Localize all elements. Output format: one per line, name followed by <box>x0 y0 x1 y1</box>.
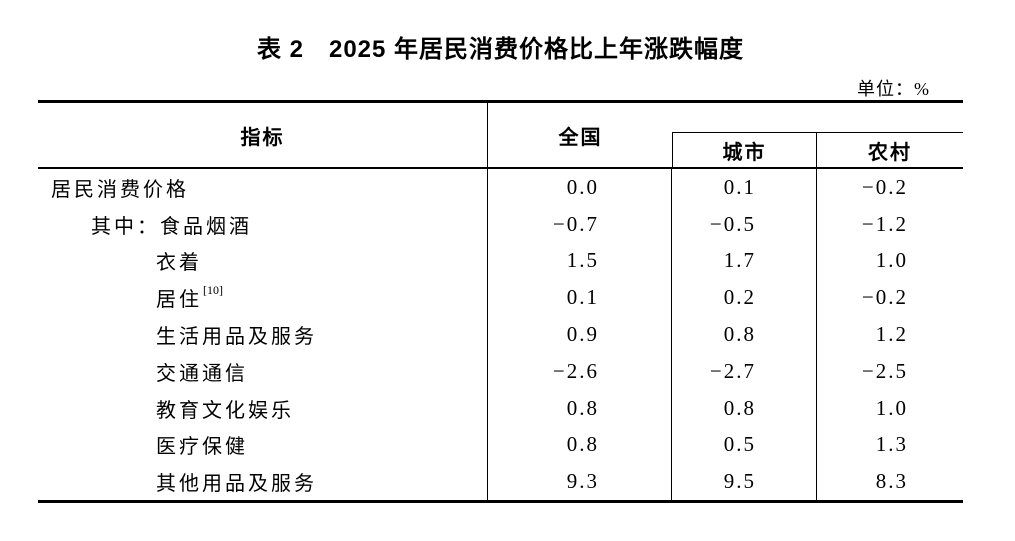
urban-value: 0.5 <box>723 432 756 457</box>
indicator-cell: 教育文化娱乐 <box>38 389 488 427</box>
indicator-label: 衣着 <box>156 252 202 275</box>
rural-value: 1.0 <box>875 395 908 420</box>
rural-value-cell: −0.2 <box>817 169 963 206</box>
rural-value: −2.5 <box>861 358 908 383</box>
indicator-label: 医疗保健 <box>156 436 248 459</box>
urban-value: −0.5 <box>709 211 756 236</box>
urban-value: 9.5 <box>723 469 756 494</box>
indicator-label: 居住 <box>156 289 202 312</box>
indicator-cell: 居民消费价格 <box>38 169 488 206</box>
rural-value: 1.0 <box>875 248 908 273</box>
national-value-cell: 0.0 <box>488 169 672 206</box>
national-value: 0.8 <box>566 395 599 420</box>
urban-value-cell: 0.8 <box>672 389 817 427</box>
table-body: 居民消费价格 0.0 0.1 −0.2 其中：食品烟酒 −0.7 −0.5 −1… <box>38 169 963 500</box>
column-header-rural: 农村 <box>868 141 912 164</box>
column-header-subgroup: 城市 农村 <box>672 132 963 167</box>
urban-value-cell: −0.5 <box>672 205 817 243</box>
cpi-table: 指标 全国 城市 农村 居民消费价格 0.0 0.1 −0.2 其中：食品烟酒 … <box>38 100 963 503</box>
rural-value-cell: 1.2 <box>817 316 963 353</box>
indicator-label: 其他用品及服务 <box>156 473 317 496</box>
rural-value: 1.2 <box>875 321 908 346</box>
urban-value: 0.2 <box>723 285 756 310</box>
indicator-cell: 其他用品及服务 <box>38 463 488 500</box>
national-value-cell: −2.6 <box>488 352 672 390</box>
urban-value-cell: 9.5 <box>672 463 817 500</box>
national-value-cell: 0.9 <box>488 316 672 353</box>
rural-value-cell: 1.0 <box>817 390 963 427</box>
urban-value-cell: 1.7 <box>672 242 817 280</box>
rural-value: −1.2 <box>861 211 908 236</box>
indicator-label: 教育文化娱乐 <box>156 399 294 422</box>
urban-value-cell: −2.7 <box>672 352 817 390</box>
column-header-indicator: 指标 <box>38 103 488 167</box>
indicator-label: 交通通信 <box>156 362 248 385</box>
national-value-cell: 9.3 <box>488 463 672 500</box>
rural-value: −0.2 <box>861 174 908 199</box>
urban-value: −2.7 <box>709 358 756 383</box>
national-value: 1.5 <box>566 248 599 273</box>
rural-value: 1.3 <box>875 432 908 457</box>
table-header-row: 指标 全国 城市 农村 <box>38 103 963 169</box>
indicator-cell: 生活用品及服务 <box>38 316 488 353</box>
rural-value-cell: −1.2 <box>817 206 963 243</box>
rural-value-cell: −2.5 <box>817 353 963 390</box>
indicator-cell: 居住 [10] <box>38 279 488 317</box>
urban-value-cell: 0.2 <box>672 279 817 317</box>
indicator-cell: 交通通信 <box>38 352 488 390</box>
national-value-cell: −0.7 <box>488 205 672 243</box>
national-value: 0.9 <box>566 321 599 346</box>
indicator-label: 生活用品及服务 <box>156 325 317 348</box>
rural-value: 8.3 <box>875 469 908 494</box>
table-title: 表 2 2025 年居民消费价格比上年涨跌幅度 <box>256 36 745 63</box>
urban-value-cell: 0.8 <box>672 316 817 353</box>
rural-value-cell: −0.2 <box>817 279 963 316</box>
national-value: −0.7 <box>552 211 599 236</box>
indicator-cell: 其中：食品烟酒 <box>38 205 488 243</box>
rural-value-cell: 1.0 <box>817 243 963 280</box>
national-value: 9.3 <box>566 469 599 494</box>
urban-value: 0.8 <box>723 321 756 346</box>
indicator-cell: 衣着 <box>38 242 488 280</box>
national-value-cell: 1.5 <box>488 242 672 280</box>
national-value-cell: 0.8 <box>488 426 672 464</box>
urban-value: 0.1 <box>723 174 756 199</box>
urban-value: 0.8 <box>723 395 756 420</box>
urban-value: 1.7 <box>723 248 756 273</box>
column-header-urban: 城市 <box>673 133 817 167</box>
indicator-label: 其中：食品烟酒 <box>91 215 252 238</box>
column-header-national: 全国 <box>558 126 603 149</box>
urban-value-cell: 0.5 <box>672 426 817 464</box>
national-value-cell: 0.8 <box>488 389 672 427</box>
rural-value-cell: 8.3 <box>817 463 963 500</box>
urban-value-cell: 0.1 <box>672 169 817 206</box>
rural-value-cell: 1.3 <box>817 426 963 463</box>
national-value: 0.0 <box>566 174 599 199</box>
rural-value: −0.2 <box>861 285 908 310</box>
national-value-cell: 0.1 <box>488 279 672 317</box>
national-value: 0.8 <box>566 432 599 457</box>
indicator-label: 居民消费价格 <box>51 178 189 201</box>
national-value: 0.1 <box>566 285 599 310</box>
indicator-cell: 医疗保健 <box>38 426 488 464</box>
footnote-superscript: [10] <box>203 283 223 298</box>
unit-label: 单位：% <box>857 79 930 99</box>
national-value: −2.6 <box>552 358 599 383</box>
